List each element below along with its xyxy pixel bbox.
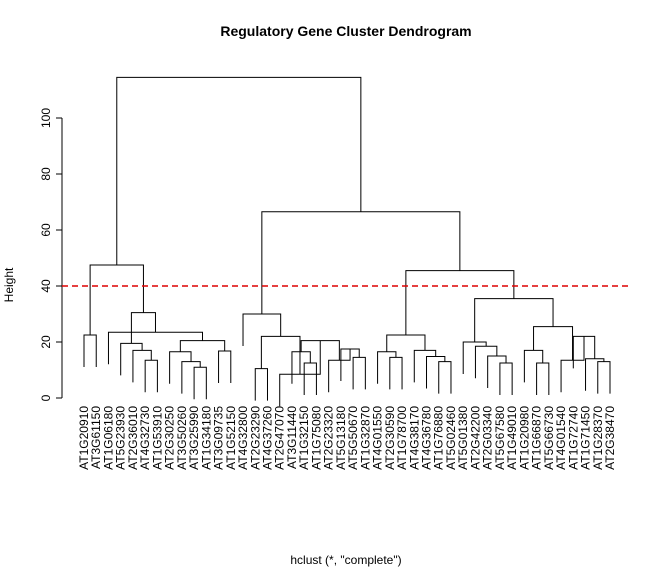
leaf-labels: AT1G20910AT3G61150AT1G06180AT5G23930AT2G… [77, 406, 617, 470]
leaf-label: AT3G11440 [285, 406, 299, 469]
leaf-label: AT3G50260 [175, 406, 189, 470]
leaf-label: AT1G32150 [297, 406, 311, 470]
y-tick-label: 100 [39, 108, 53, 128]
leaf-label: AT5G67580 [493, 406, 507, 470]
leaf-label: AT5G02460 [444, 406, 458, 470]
dendrogram-branch [132, 349, 152, 383]
dendrogram-branch [303, 362, 317, 395]
leaf-label: AT2G23290 [248, 406, 262, 470]
leaf-label: AT4G36780 [420, 406, 434, 470]
dendrogram-branch [181, 361, 201, 394]
dendrogram-branch [413, 349, 437, 383]
dendrogram-branch [536, 362, 550, 395]
leaf-label: AT1G34180 [199, 406, 213, 470]
leaf-label: AT4G32730 [138, 406, 152, 470]
leaf-label: AT2G23320 [322, 406, 336, 470]
y-axis-title: Height [2, 267, 16, 302]
leaf-label: AT2G38470 [603, 406, 617, 470]
leaf-label: AT1G52150 [224, 406, 238, 470]
y-axis: 0 20 40 60 80 100 [39, 108, 63, 401]
dendrogram-branch [499, 362, 513, 395]
dendrogram-branch [107, 331, 204, 365]
leaf-label: AT1G66870 [530, 406, 544, 470]
dendrogram-branch [474, 298, 554, 342]
dendrogram-branch [130, 312, 156, 344]
dendrogram-branch [144, 359, 158, 393]
dendrogram-branch [261, 211, 461, 314]
leaf-label: AT2G47070 [273, 406, 287, 470]
leaf-label: AT2G30590 [383, 406, 397, 470]
dendrogram-branch [523, 349, 544, 383]
leaf-label: AT5G13180 [334, 406, 348, 470]
leaf-label: AT4G37260 [260, 406, 274, 470]
leaf-label: AT1G75080 [309, 406, 323, 470]
dendrogram-branch [487, 355, 507, 388]
y-tick-label: 20 [39, 335, 53, 349]
y-tick-label: 0 [39, 394, 53, 401]
leaf-label: AT5G50670 [346, 406, 360, 470]
dendrogram-branch [120, 342, 143, 376]
leaf-label: AT1G53910 [150, 406, 164, 470]
dendrogram-branch [438, 361, 452, 394]
chart-title: Regulatory Gene Cluster Dendrogram [220, 23, 471, 39]
y-tick-label: 40 [39, 279, 53, 293]
dendrogram-branch [254, 368, 268, 401]
leaf-label: AT1G20910 [77, 406, 91, 470]
dendrogram-branch [193, 366, 207, 400]
leaf-label: AT1G76880 [432, 406, 446, 470]
dendrogram-branch [291, 351, 311, 384]
leaf-label: AT3G09735 [212, 406, 226, 470]
dendrogram-branch [83, 334, 97, 367]
leaf-label: AT2G30250 [163, 406, 177, 470]
dendrogram-branch [474, 345, 498, 379]
dendrogram-branch [377, 351, 397, 384]
leaf-label: AT1G49010 [505, 406, 519, 470]
leaf-label: AT2G42200 [468, 406, 482, 470]
leaf-label: AT1G71450 [579, 406, 593, 470]
dendrogram-branch [89, 264, 144, 335]
leaf-label: AT4G01540 [554, 406, 568, 470]
leaf-label: AT5G66730 [542, 406, 556, 470]
leaf-label: AT4G38170 [407, 406, 421, 470]
leaf-label: AT2G36010 [126, 406, 140, 470]
dendrogram-branch [218, 350, 232, 383]
leaf-label: AT1G20980 [517, 406, 531, 470]
dendrogram-branch [597, 361, 611, 394]
dendrogram-branch [116, 76, 362, 265]
dendrogram-branch [169, 351, 192, 384]
leaf-label: AT1G78700 [395, 406, 409, 470]
dendrogram-branch [389, 356, 403, 390]
dendrogram-branch [533, 326, 574, 361]
dendrogram-branch [386, 334, 426, 352]
leaf-label: AT2G03340 [481, 406, 495, 470]
leaf-label: AT5G01380 [456, 406, 470, 470]
leaf-label: AT4G32800 [236, 406, 250, 470]
dendrogram-branch [405, 270, 515, 335]
dendrogram-branch [462, 341, 487, 374]
dendrogram-branch [352, 356, 366, 390]
leaf-label: AT5G23930 [114, 406, 128, 470]
y-tick-label: 80 [39, 167, 53, 181]
leaf-label: AT1G32870 [358, 406, 372, 470]
leaf-label: AT3G61150 [89, 406, 103, 469]
leaf-label: AT1G06180 [101, 406, 115, 470]
y-tick-label: 60 [39, 223, 53, 237]
dendrogram-tree [83, 76, 611, 407]
leaf-label: AT1G72740 [566, 406, 580, 470]
leaf-label: AT3G25990 [187, 406, 201, 470]
x-axis-title: hclust (*, "complete") [290, 553, 401, 567]
leaf-label: AT4G01550 [371, 406, 385, 470]
leaf-label: AT1G28370 [591, 406, 605, 470]
dendrogram-branch [179, 340, 226, 352]
dendrogram-branch [585, 358, 605, 391]
